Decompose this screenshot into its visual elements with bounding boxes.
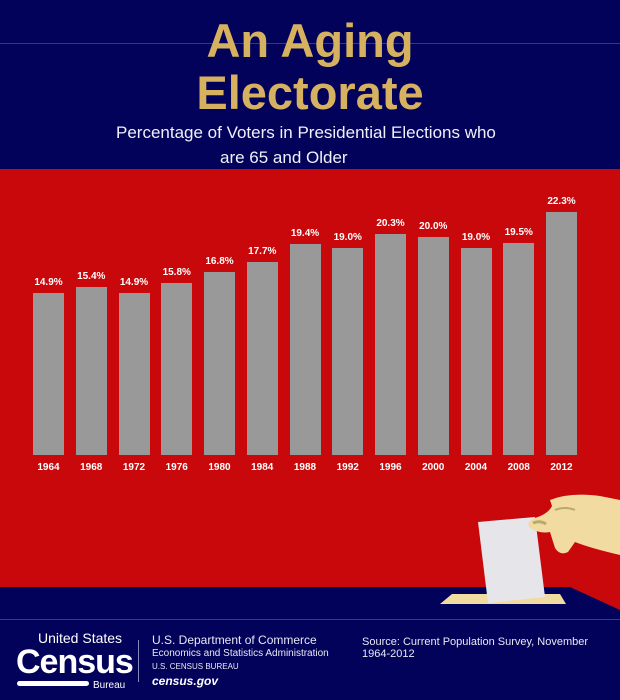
bar-1964 <box>33 292 64 455</box>
bar-2000 <box>417 237 449 455</box>
census-gov-link[interactable]: census.gov <box>152 674 219 688</box>
x-tick-label: 1988 <box>293 462 317 473</box>
x-tick-label: 1968 <box>80 462 103 473</box>
subtitle-line-1: Percentage of Voters in Presidential Ele… <box>116 123 496 142</box>
footer-divider <box>0 619 620 620</box>
title-line-2: Electorate <box>196 66 424 119</box>
data-label: 19.4% <box>290 227 320 239</box>
red-corner <box>570 587 620 610</box>
x-tick-label: 1964 <box>37 462 60 473</box>
bar-1992 <box>332 247 364 455</box>
bureau-name: U.S. CENSUS BUREAU <box>152 662 239 671</box>
source-note: Source: Current Population Survey, Novem… <box>362 636 589 660</box>
logo-census: Census <box>16 643 134 681</box>
logo-bureau: Bureau <box>93 680 126 691</box>
logo-underline <box>17 681 89 686</box>
data-label: 17.7% <box>248 246 277 258</box>
department-name: U.S. Department of Commerce <box>152 633 317 647</box>
bar-1980 <box>204 271 235 455</box>
data-label: 14.9% <box>34 276 63 288</box>
x-tick-label: 1976 <box>165 462 188 473</box>
data-label: 15.8% <box>162 266 191 278</box>
data-label: 22.3% <box>547 196 576 207</box>
header-band <box>0 0 620 169</box>
ballot-box-illustration <box>0 494 620 620</box>
x-tick-label: 2004 <box>464 462 488 473</box>
data-label: 19.0% <box>461 231 491 243</box>
x-tick-label: 2012 <box>550 462 573 473</box>
x-tick-label: 2008 <box>507 462 530 473</box>
bar-1996 <box>375 233 406 455</box>
bar-2012 <box>546 212 577 455</box>
x-tick-label: 2000 <box>422 462 445 473</box>
data-label: 20.0% <box>419 221 448 233</box>
x-tick-label: 1972 <box>122 462 146 473</box>
hand-casting-ballot-icon <box>528 494 620 555</box>
x-tick-label: 1996 <box>379 462 402 473</box>
bar-1988 <box>289 243 321 455</box>
data-label: 20.3% <box>376 217 405 229</box>
subtitle-line-2: are 65 and Older <box>220 148 348 167</box>
bar-2008 <box>503 242 535 455</box>
bar-1984 <box>246 262 278 455</box>
data-label: 14.9% <box>119 276 149 288</box>
bar-1976 <box>161 282 193 455</box>
logo-united-states: United States <box>38 630 123 646</box>
bar-1972 <box>118 292 150 455</box>
administration-name: Economics and Statistics Administration <box>152 648 329 659</box>
bar-1968 <box>75 287 107 455</box>
data-label: 19.0% <box>333 231 362 243</box>
footer-logo-divider <box>138 640 139 682</box>
data-label: 15.4% <box>77 271 106 283</box>
bar-2004 <box>460 247 492 455</box>
ballot-paper-icon <box>478 517 545 603</box>
data-label: 19.5% <box>504 226 533 238</box>
frame-line <box>0 43 620 44</box>
x-tick-label: 1980 <box>208 462 231 473</box>
x-tick-label: 1984 <box>251 462 274 473</box>
data-label: 16.8% <box>205 255 234 267</box>
x-tick-label: 1992 <box>336 462 359 473</box>
title-line-1: An Aging <box>206 14 414 67</box>
